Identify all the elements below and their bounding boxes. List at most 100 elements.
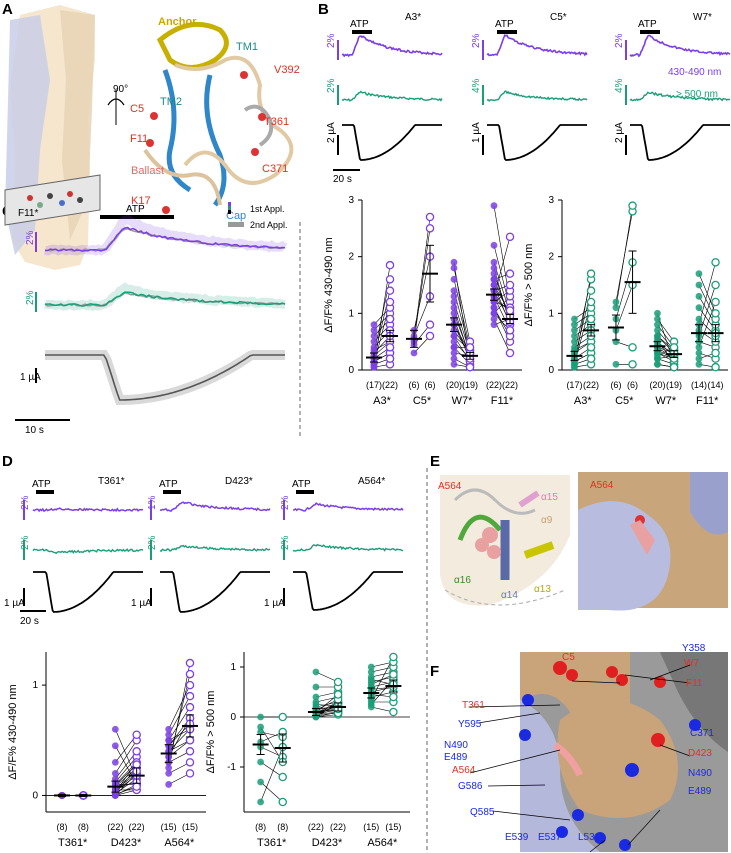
- category-label: A564*: [367, 837, 398, 849]
- second-point: [132, 782, 141, 791]
- first-point: [450, 258, 458, 266]
- second-point: [333, 677, 343, 687]
- f-c5: C5: [562, 652, 575, 663]
- current-trace: [487, 124, 587, 161]
- f-e489-left: E489: [444, 752, 468, 763]
- second-point: [628, 201, 637, 210]
- panel-letter-d: D: [2, 453, 13, 470]
- y-tick-label: 0: [32, 790, 38, 801]
- chart-D-green: -1 0 1 ΔF/F% > 500 nm T361* (8) (8) D423* (22) (2…: [205, 652, 410, 849]
- first-appl-trace: [45, 291, 286, 307]
- y-tick-label: 1: [32, 680, 38, 691]
- first-point: [571, 321, 578, 329]
- rotation-label: 90°: [113, 84, 128, 95]
- panel-c-legend: 1st Appl. 2nd Appl.: [228, 202, 288, 230]
- second-point: [425, 212, 435, 222]
- atp-label: ATP: [350, 19, 369, 30]
- second-point: [385, 314, 395, 324]
- first-point: [695, 270, 703, 278]
- violet-band-label: 430-490 nm: [668, 67, 721, 78]
- violet-trace: [486, 34, 588, 57]
- second-point: [586, 297, 596, 307]
- first-point: [490, 281, 498, 289]
- second-point: [711, 348, 720, 358]
- first-point: [165, 736, 173, 744]
- panel-a-structure: 90° Anchor TM1 TM2 V392 C5 F11 T361 Ball…: [4, 5, 300, 270]
- first-point: [654, 321, 661, 329]
- first-point: [312, 683, 320, 691]
- category-label: D423*: [111, 837, 142, 849]
- y-tick-label: 3: [548, 195, 554, 206]
- first-point: [165, 769, 173, 777]
- first-point: [490, 275, 498, 283]
- first-point: [370, 363, 378, 371]
- trimer-surface-image: [4, 5, 101, 270]
- second-point: [185, 769, 195, 778]
- pair-line: [698, 262, 716, 325]
- d-current-scale: 1 µA: [131, 598, 152, 609]
- current-trace: [630, 124, 730, 161]
- category-label: A3*: [574, 395, 592, 407]
- n-label: (8): [277, 822, 288, 832]
- first-point: [571, 315, 578, 323]
- second-point: [586, 314, 596, 324]
- panel-e-structure: A564 α15 α9 α16 α14 α13 A564: [436, 472, 728, 611]
- first-appl-trace: [44, 226, 286, 252]
- first-point: [490, 258, 498, 266]
- n-label: (6): [627, 380, 638, 390]
- d-atp-label: ATP: [32, 479, 51, 490]
- f-q585: Q585: [470, 807, 495, 818]
- first-point: [370, 332, 378, 340]
- first-point: [571, 358, 578, 365]
- d-atp-label: ATP: [159, 479, 178, 490]
- category-label: T361*: [58, 837, 88, 849]
- first-point: [450, 349, 458, 357]
- y-tick-label: -1: [227, 762, 236, 773]
- f11-label: F11: [130, 133, 148, 145]
- d-current-trace: [160, 571, 270, 613]
- second-point: [711, 309, 720, 318]
- panel-d-traces: ATP T361* 2% 2% 1 µA ATP D423* 1% 2% 1 µA ATP A564*…: [4, 476, 404, 627]
- first-point: [571, 338, 578, 346]
- c5-label: C5: [130, 103, 144, 115]
- e-alpha9: α9: [541, 515, 553, 526]
- d-violet-trace: [292, 502, 404, 512]
- n-label: (22): [129, 822, 145, 832]
- first-point: [450, 304, 458, 312]
- second-point: [628, 343, 637, 352]
- n-label: (19): [462, 380, 478, 390]
- y-tick-label: 0: [548, 365, 554, 376]
- first-point: [370, 338, 378, 346]
- n-label: (8): [57, 822, 68, 832]
- second-point: [385, 275, 395, 284]
- chart-D-violet: 0 1 ΔF/F% 430-490 nm T361* (8) (8) D423* (22) (2…: [7, 652, 206, 849]
- violet-trace: [629, 34, 731, 58]
- second-point: [278, 772, 287, 782]
- second-point: [278, 712, 287, 722]
- second-point: [185, 680, 195, 690]
- first-point: [490, 321, 498, 329]
- category-label: A564*: [164, 837, 195, 849]
- category-label: T361*: [257, 837, 287, 849]
- second-point: [425, 331, 435, 341]
- first-point: [571, 326, 578, 334]
- first-point: [410, 349, 418, 357]
- category-label: A3*: [373, 395, 391, 407]
- first-point: [312, 693, 320, 701]
- panel-c-traces: F11* ATP 1st Appl. 2nd Appl. 2% 2% 1 µA 10 …: [15, 202, 288, 436]
- d-current-trace: [293, 571, 403, 611]
- first-point: [257, 713, 264, 721]
- pair-line: [168, 707, 191, 741]
- d-mutant-label: D423*: [225, 476, 253, 487]
- category-label: D423*: [312, 837, 343, 849]
- n-label: (6): [409, 380, 420, 390]
- d-atp-bar: [296, 490, 314, 494]
- first-point: [257, 798, 264, 806]
- first-point: [450, 338, 458, 346]
- n-label: (8): [78, 822, 89, 832]
- first-point: [450, 275, 458, 283]
- first-point: [370, 326, 378, 334]
- first-point: [367, 701, 375, 708]
- f-y595: Y595: [458, 719, 482, 730]
- atp-label: ATP: [495, 19, 514, 30]
